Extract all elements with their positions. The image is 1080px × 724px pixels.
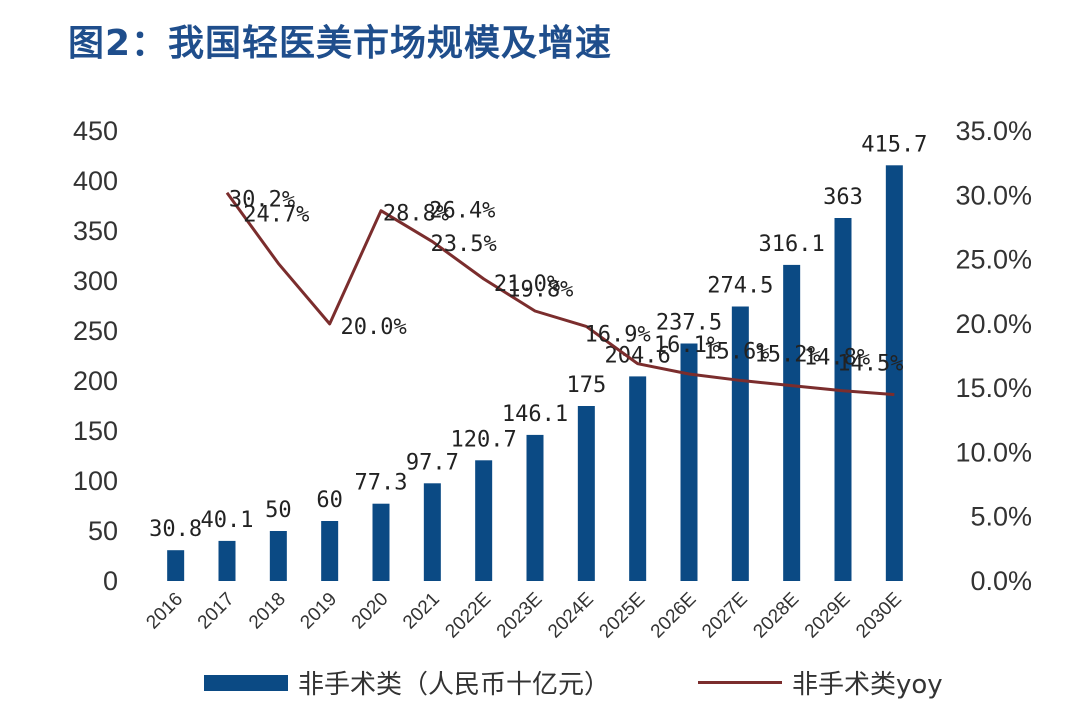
legend-item-line: 非手术类yoy xyxy=(698,664,943,701)
x-axis-tick-label: 2021 xyxy=(399,589,444,634)
yoy-value-label: 28.8% xyxy=(383,202,449,227)
legend-item-bar: 非手术类（人民币十亿元） xyxy=(204,664,610,701)
left-axis-tick-label: 300 xyxy=(73,266,118,296)
x-axis-tick-label: 2018 xyxy=(245,589,290,634)
bar xyxy=(783,264,801,581)
yoy-value-labels: 30.2%24.7% 20.0% 28.8%26.4% 23.5% 21.0%19.8%… xyxy=(229,188,904,377)
chart-title: 图2：我国轻医美市场规模及增速 xyxy=(68,23,613,64)
bar-value-label: 97.7 xyxy=(406,450,459,475)
x-axis-tick-label: 2023E xyxy=(493,589,547,643)
yoy-value-label: 16.9% xyxy=(585,323,651,348)
right-axis-tick-label: 15.0% xyxy=(955,373,1032,403)
x-axis: 2016 2017 2018 2019 2020 20212022E2023E2024E2… xyxy=(142,589,905,643)
bar-value-label: 316.1 xyxy=(759,232,825,257)
x-axis-tick-label: 2024E xyxy=(544,589,598,643)
yoy-value-label: 26.4% xyxy=(429,199,495,224)
left-axis-tick-label: 0 xyxy=(103,566,118,596)
bar-series xyxy=(167,165,903,582)
x-axis-tick-label: 2020 xyxy=(348,589,393,634)
yoy-value-label: 23.5% xyxy=(431,232,497,257)
left-axis-tick-label: 100 xyxy=(73,466,118,496)
bar xyxy=(321,521,339,581)
x-axis-tick-label: 2025E xyxy=(595,589,649,643)
bar xyxy=(423,483,441,581)
bar xyxy=(218,540,236,581)
legend-line-swatch xyxy=(698,681,782,684)
left-axis: 0 50 100 150 200 250 300 350 400 450 xyxy=(73,116,118,596)
left-axis-tick-label: 150 xyxy=(73,416,118,446)
bar xyxy=(834,218,852,581)
legend-bar-swatch xyxy=(204,674,288,691)
yoy-line xyxy=(225,191,895,397)
yoy-value-label: 24.7% xyxy=(243,202,309,227)
yoy-value-label: 15.2% xyxy=(755,343,821,368)
yoy-value-label: 16.1% xyxy=(654,333,720,358)
x-axis-tick-label: 2026E xyxy=(647,589,701,643)
bar-value-label: 50 xyxy=(265,498,292,523)
bar xyxy=(577,406,595,581)
x-axis-tick-label: 2030E xyxy=(852,589,906,643)
bar-value-label: 60 xyxy=(316,488,343,513)
yoy-value-label: 14.5% xyxy=(837,352,903,377)
yoy-value-label: 30.2% xyxy=(229,188,295,213)
bar-value-label: 237.5 xyxy=(656,311,722,336)
bar-value-label: 120.7 xyxy=(451,427,517,452)
bar xyxy=(629,376,647,581)
legend-line-label: 非手术类yoy xyxy=(792,670,943,700)
x-axis-tick-label: 2019 xyxy=(296,589,341,634)
left-axis-tick-label: 350 xyxy=(73,216,118,246)
x-axis-tick-label: 2022E xyxy=(441,589,495,643)
right-axis-tick-label: 30.0% xyxy=(955,180,1032,210)
right-axis-tick-label: 35.0% xyxy=(955,116,1032,146)
left-axis-tick-label: 50 xyxy=(88,516,118,546)
left-axis-tick-label: 200 xyxy=(73,366,118,396)
yoy-value-label: 15.6% xyxy=(703,339,769,364)
right-axis-tick-label: 0.0% xyxy=(970,566,1032,596)
right-axis-tick-label: 20.0% xyxy=(955,309,1032,339)
left-axis-tick-label: 450 xyxy=(73,116,118,146)
bar-value-label: 40.1 xyxy=(201,508,254,533)
right-axis-tick-label: 25.0% xyxy=(955,245,1032,275)
yoy-value-label: 21.0% xyxy=(494,272,560,297)
x-axis-tick-label: 2017 xyxy=(194,589,239,634)
left-axis-tick-label: 400 xyxy=(73,166,118,196)
left-axis-tick-label: 250 xyxy=(73,316,118,346)
yoy-value-label: 20.0% xyxy=(341,315,407,340)
x-axis-tick-label: 2027E xyxy=(698,589,752,643)
bar-value-label: 274.5 xyxy=(707,274,773,299)
bar xyxy=(885,165,903,582)
bar xyxy=(372,503,390,581)
bar-value-label: 415.7 xyxy=(861,132,927,157)
bar xyxy=(731,306,749,581)
legend: 非手术类（人民币十亿元） 非手术类yoy xyxy=(0,664,1080,708)
legend-bar-label: 非手术类（人民币十亿元） xyxy=(298,670,611,700)
bar-value-label: 175 xyxy=(566,373,606,398)
bar xyxy=(680,343,698,581)
yoy-line-series xyxy=(225,191,895,397)
chart-plot: 0 50 100 150 200 250 300 350 400 450 0.0% 5.0% 10.0… xyxy=(73,116,1032,643)
bar-value-label: 146.1 xyxy=(502,402,568,427)
bar xyxy=(526,434,544,581)
bar-value-label: 363 xyxy=(823,185,863,210)
bar-value-labels: 30.840.1 50 6077.397.7120.7146.1175204.623… xyxy=(149,132,927,542)
yoy-value-label: 19.8% xyxy=(507,277,573,302)
right-axis-tick-label: 5.0% xyxy=(970,502,1032,532)
x-axis-tick-label: 2016 xyxy=(142,589,187,634)
bar xyxy=(167,550,185,581)
yoy-value-label: 14.8% xyxy=(804,346,870,371)
bar xyxy=(475,460,493,581)
x-axis-tick-label: 2028E xyxy=(749,589,803,643)
right-axis-tick-label: 10.0% xyxy=(955,437,1032,467)
right-axis: 0.0% 5.0% 10.0% 15.0% 20.0% 25.0% 30.0% 35.0% xyxy=(955,116,1032,596)
bar xyxy=(269,531,287,581)
bar-value-label: 30.8 xyxy=(149,517,202,542)
bar-value-label: 77.3 xyxy=(355,471,408,496)
x-axis-tick-label: 2029E xyxy=(801,589,855,643)
